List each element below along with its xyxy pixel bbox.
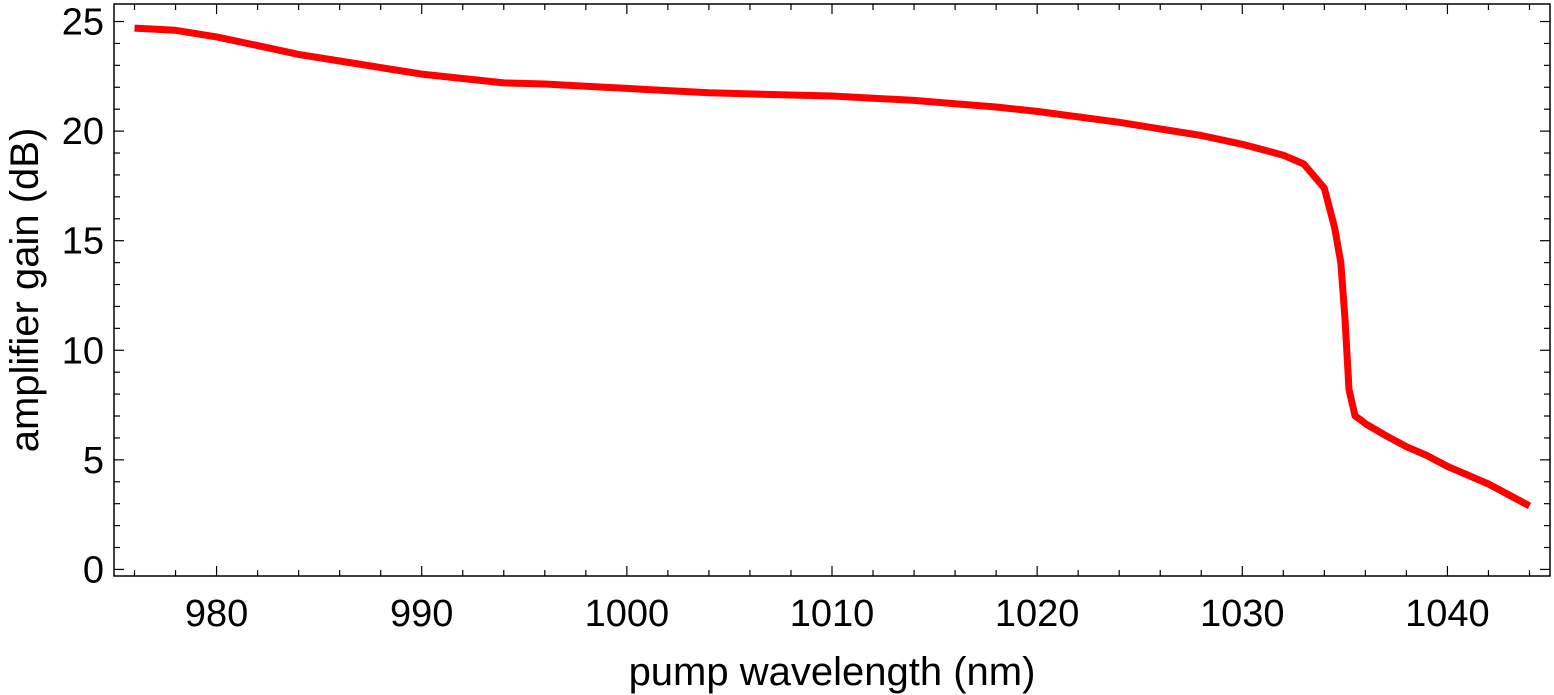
y-axis-title: amplifier gain (dB) (3, 128, 47, 453)
x-tick-label: 1030 (1200, 593, 1285, 635)
y-tick-label: 10 (62, 330, 104, 372)
x-axis-title: pump wavelength (nm) (629, 650, 1036, 694)
x-tick-label: 1040 (1405, 593, 1490, 635)
y-tick-label: 15 (62, 221, 104, 263)
x-tick-labels: 980 990 1000 1010 1020 1030 1040 (185, 593, 1490, 635)
axis-ticks (114, 4, 1550, 576)
x-tick-label: 1010 (790, 593, 875, 635)
y-tick-labels: 0 5 10 15 20 25 (62, 2, 104, 592)
x-tick-label: 990 (390, 593, 453, 635)
plot-frame (113, 3, 1551, 577)
x-tick-label: 1000 (585, 593, 670, 635)
y-tick-label: 25 (62, 2, 104, 44)
x-tick-label: 1020 (995, 593, 1080, 635)
gain-series-line (134, 24, 1532, 509)
y-tick-label: 0 (83, 549, 104, 591)
y-tick-label: 20 (62, 111, 104, 153)
x-tick-label: 980 (185, 593, 248, 635)
y-tick-label: 5 (83, 440, 104, 482)
